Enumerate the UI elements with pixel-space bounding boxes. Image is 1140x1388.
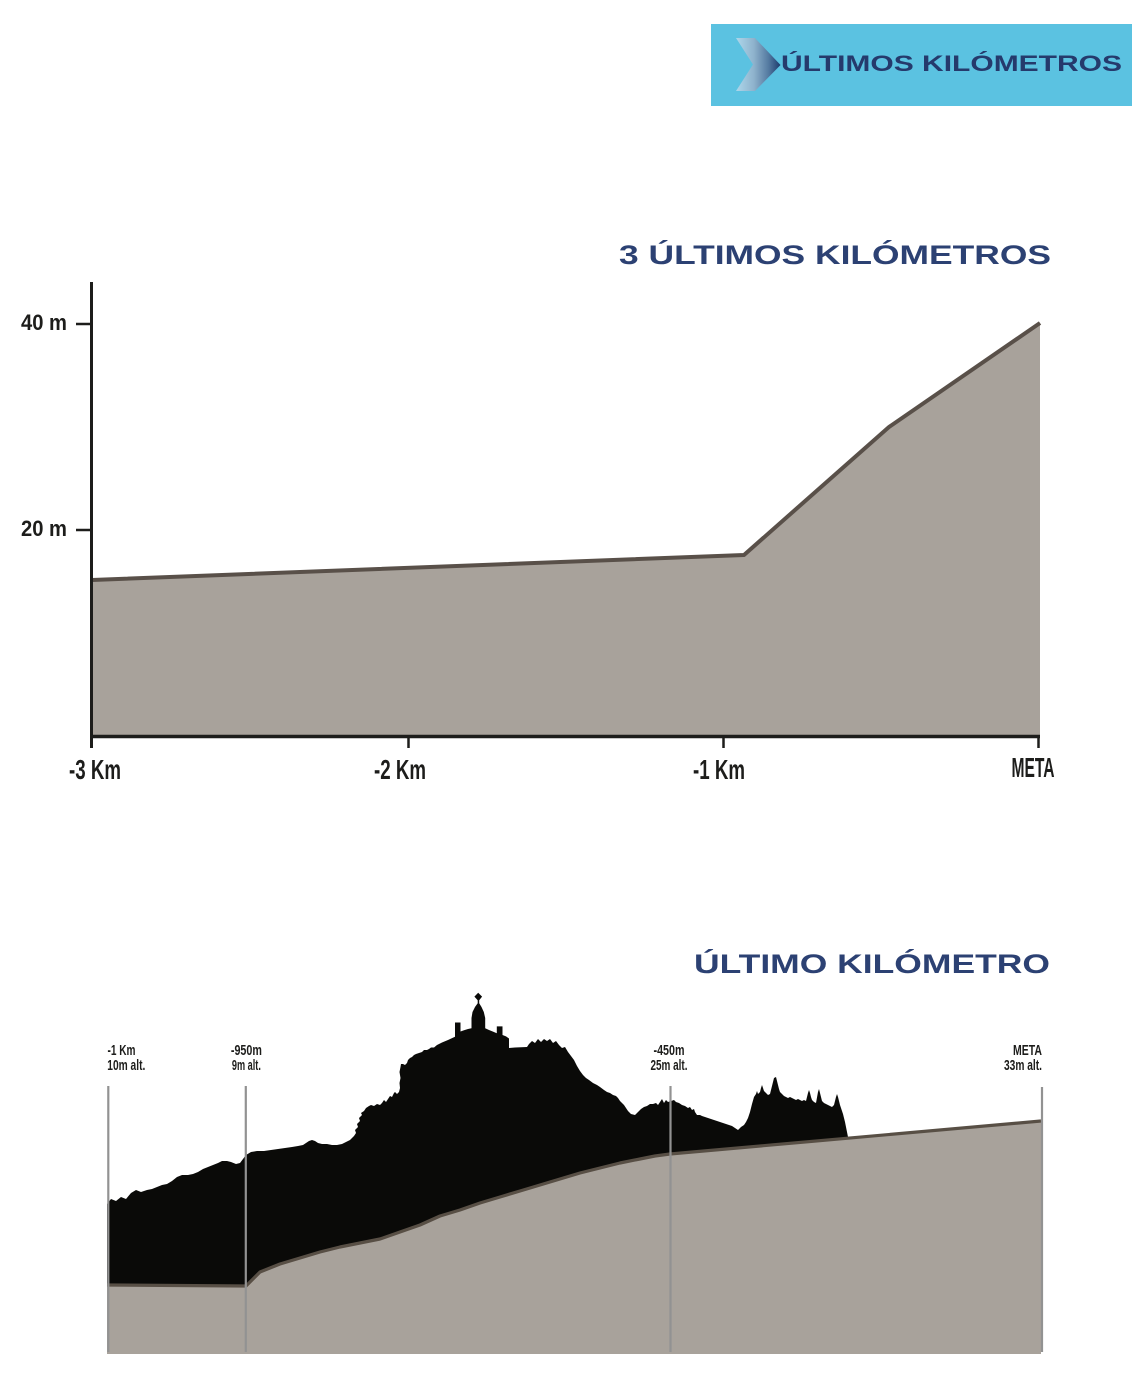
svg-text:40 m: 40 m — [21, 310, 67, 335]
svg-text:-1 Km: -1 Km — [108, 1043, 136, 1059]
svg-text:3 ÚLTIMOS KILÓMETROS: 3 ÚLTIMOS KILÓMETROS — [619, 240, 1051, 270]
svg-text:-1 Km: -1 Km — [693, 754, 745, 785]
svg-text:ÚLTIMOS KILÓMETROS: ÚLTIMOS KILÓMETROS — [781, 51, 1122, 76]
svg-text:33m alt.: 33m alt. — [1004, 1058, 1042, 1074]
svg-text:20 m: 20 m — [21, 516, 67, 541]
svg-text:25m alt.: 25m alt. — [651, 1058, 688, 1074]
svg-text:-2 Km: -2 Km — [374, 754, 426, 785]
svg-text:10m alt.: 10m alt. — [107, 1058, 145, 1074]
svg-text:9m alt.: 9m alt. — [232, 1058, 261, 1074]
svg-text:-3 Km: -3 Km — [69, 754, 121, 785]
svg-text:META: META — [1013, 1043, 1042, 1059]
svg-text:-950m: -950m — [231, 1043, 262, 1059]
svg-text:META: META — [1012, 752, 1055, 783]
svg-text:ÚLTIMO KILÓMETRO: ÚLTIMO KILÓMETRO — [694, 949, 1050, 979]
svg-text:-450m: -450m — [654, 1043, 685, 1059]
